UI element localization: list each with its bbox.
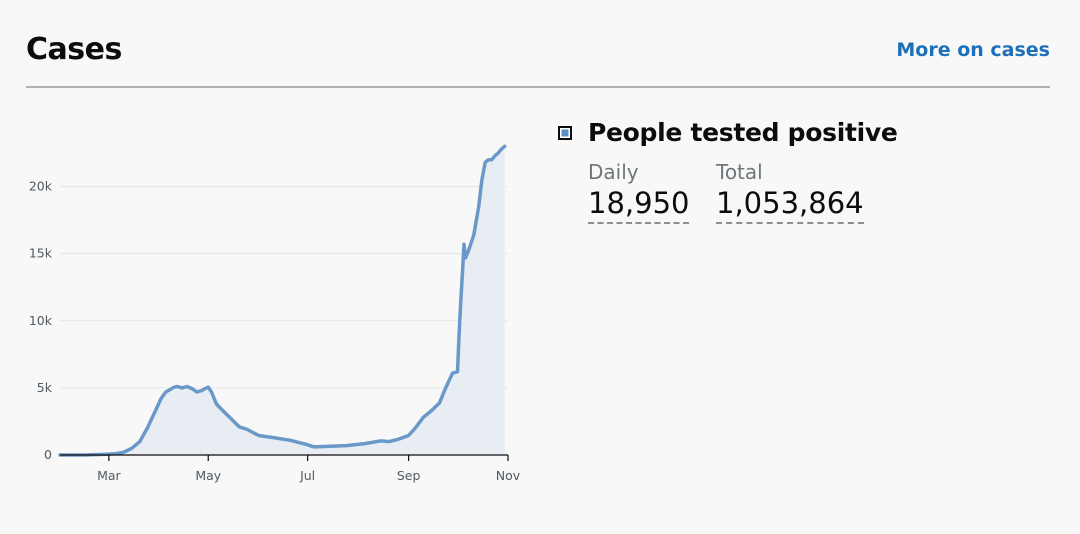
card-title: Cases bbox=[26, 32, 122, 67]
y-tick-label: 10k bbox=[29, 313, 53, 328]
y-tick-label: 20k bbox=[29, 179, 53, 194]
total-label: Total bbox=[716, 160, 763, 184]
more-on-cases-link[interactable]: More on cases bbox=[896, 39, 1050, 61]
x-tick-label: May bbox=[195, 468, 221, 483]
y-tick-label: 5k bbox=[37, 380, 53, 395]
cases-chart-svg: 0 5k 10k 15k 20k Mar May Jul Sep Nov bbox=[29, 144, 521, 483]
total-value[interactable]: 1,053,864 bbox=[716, 186, 864, 224]
x-tick-label: Mar bbox=[97, 468, 121, 483]
y-tick-label: 0 bbox=[44, 447, 52, 462]
cases-chart: 0 5k 10k 15k 20k Mar May Jul Sep Nov bbox=[0, 105, 540, 525]
daily-value[interactable]: 18,950 bbox=[588, 186, 690, 224]
legend-swatch bbox=[558, 126, 572, 140]
cases-line bbox=[58, 144, 507, 457]
legend-label: People tested positive bbox=[588, 118, 898, 147]
x-tick-label: Sep bbox=[397, 468, 421, 483]
cases-area bbox=[60, 146, 505, 456]
daily-stat[interactable]: Daily 18,950 bbox=[588, 160, 690, 224]
y-tick-label: 15k bbox=[29, 246, 53, 261]
daily-label: Daily bbox=[588, 160, 639, 184]
x-tick-label: Nov bbox=[496, 468, 521, 483]
total-stat[interactable]: Total 1,053,864 bbox=[716, 160, 864, 224]
x-tick-label: Jul bbox=[299, 468, 315, 483]
card-header: Cases More on cases bbox=[26, 20, 1050, 88]
